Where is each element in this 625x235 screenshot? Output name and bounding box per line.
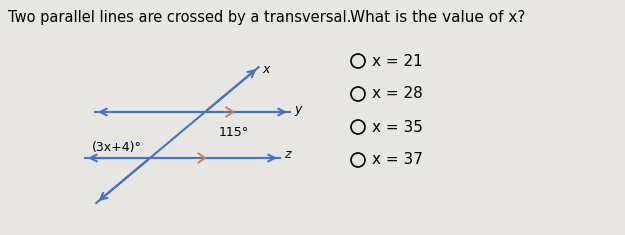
Text: 115°: 115° <box>219 126 249 139</box>
Text: x = 35: x = 35 <box>372 120 423 134</box>
Text: x = 21: x = 21 <box>372 54 423 68</box>
Text: z: z <box>284 149 291 161</box>
Text: y: y <box>294 102 301 115</box>
Text: x: x <box>262 63 270 76</box>
Text: x = 37: x = 37 <box>372 153 423 168</box>
Text: Two parallel lines are crossed by a transversal.: Two parallel lines are crossed by a tran… <box>8 10 351 25</box>
Text: x = 28: x = 28 <box>372 86 423 102</box>
Text: (3x+4)°: (3x+4)° <box>92 141 142 154</box>
Text: What is the value of x?: What is the value of x? <box>350 10 526 25</box>
